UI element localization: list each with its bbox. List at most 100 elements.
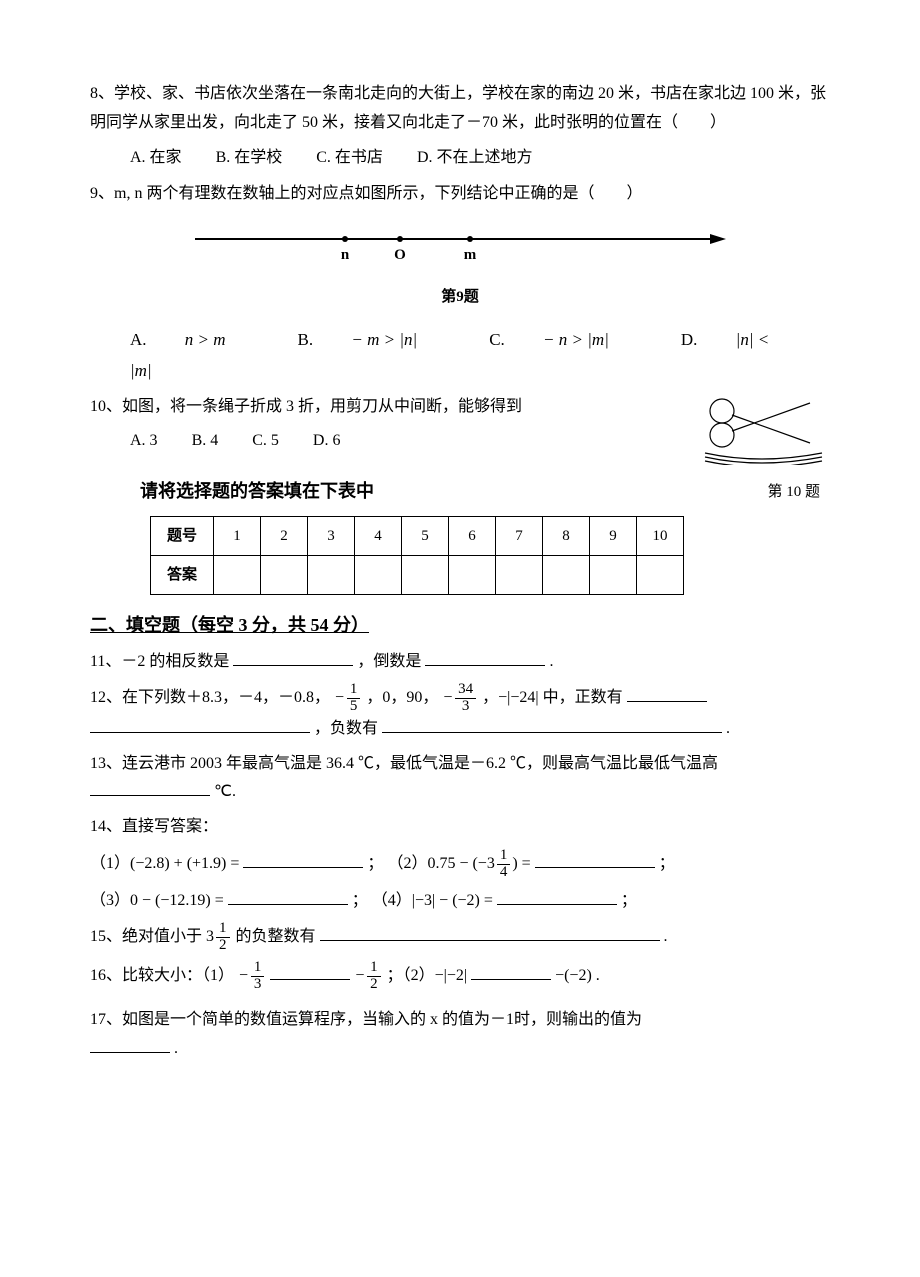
q8-options: A. 在家 B. 在学校 C. 在书店 D. 不在上述地方 (90, 144, 830, 173)
q14-4a: （4）|−3| − (−2) = (372, 892, 493, 909)
q16-b: ；（2）−|−2| (387, 967, 467, 984)
col-9: 9 (590, 517, 637, 556)
col-1: 1 (214, 517, 261, 556)
q12-blank-1b[interactable] (90, 716, 310, 733)
q16-neg2: − (354, 967, 365, 984)
q12-b: ，0，90， (366, 689, 438, 706)
q12-c: ，−|−24| 中，正数有 (482, 689, 622, 706)
q14-blank-1[interactable] (243, 851, 363, 868)
q10-text: 10、如图，将一条绳子折成 3 折，用剪刀从中间断，能够得到 (90, 393, 692, 422)
ans-9[interactable] (590, 556, 637, 595)
label-o: O (394, 247, 406, 263)
q17-blank[interactable] (90, 1036, 170, 1053)
ans-1[interactable] (214, 556, 261, 595)
col-4: 4 (355, 517, 402, 556)
ans-3[interactable] (308, 556, 355, 595)
q16-f1d: 3 (251, 977, 265, 993)
ans-7[interactable] (496, 556, 543, 595)
q9-numberline: n O m 第9题 (90, 223, 830, 311)
q14-1b: ； (367, 855, 383, 872)
q14-2fd: 4 (497, 865, 511, 881)
q9-a-lab: A. (130, 330, 151, 349)
q9-d-lab: D. (681, 330, 702, 349)
q12-neg1: − (334, 689, 345, 706)
q9-c-math: − n > |m| (543, 330, 609, 349)
q11-blank-2[interactable] (425, 649, 545, 666)
q8-text: 8、学校、家、书店依次坐落在一条南北走向的大街上，学校在家的南边 20 米，书店… (90, 80, 830, 138)
q12-d: ，负数有 (314, 720, 378, 737)
col-3: 3 (308, 517, 355, 556)
answer-table-header: 请将选择题的答案填在下表中 (140, 481, 374, 501)
col-7: 7 (496, 517, 543, 556)
q14-4b: ； (621, 892, 637, 909)
q15-c: . (664, 928, 668, 945)
q13-blank[interactable] (90, 779, 210, 796)
label-n: n (341, 247, 350, 263)
q15-a: 15、绝对值小于 3 (90, 928, 214, 945)
q8-opt-a: A. 在家 (130, 149, 182, 166)
q12-e: . (726, 720, 730, 737)
q15: 15、绝对值小于 312 的负整数有 . (90, 921, 830, 954)
q11-a: 11、－2 的相反数是 (90, 653, 229, 670)
q14-blank-3[interactable] (228, 888, 348, 905)
q16-blank-1[interactable] (270, 963, 350, 980)
q10-row: 10、如图，将一条绳子折成 3 折，用剪刀从中间断，能够得到 A. 3 B. 4… (90, 393, 830, 476)
ans-2[interactable] (261, 556, 308, 595)
q17: 17、如图是一个简单的数值运算程序，当输入的 x 的值为－1时，则输出的值为 . (90, 1006, 830, 1064)
q12-f1n: 1 (347, 682, 361, 699)
q14-line2: （3）0 − (−12.19) = ； （4）|−3| − (−2) = ； (90, 887, 830, 916)
q12-blank-2[interactable] (382, 716, 722, 733)
q11-blank-1[interactable] (233, 649, 353, 666)
q12-a: 12、在下列数＋8.3，－4，－0.8， (90, 689, 330, 706)
q15-b: 的负整数有 (236, 928, 316, 945)
q16-a: 16、比较大小：（1） (90, 967, 234, 984)
q13-b: ℃. (214, 783, 236, 800)
q11-b: ，倒数是 (357, 653, 421, 670)
ans-10[interactable] (637, 556, 684, 595)
q13: 13、连云港市 2003 年最高气温是 36.4 ℃，最低气温是－6.2 ℃，则… (90, 750, 830, 808)
q12-f2n: 34 (455, 682, 476, 699)
q12-neg2: − (442, 689, 453, 706)
q10-opt-b: B. 4 (192, 432, 219, 449)
q14-2b: ) = (512, 855, 530, 872)
col-8: 8 (543, 517, 590, 556)
q9-c-lab: C. (489, 330, 509, 349)
table-row-header: 题号 1 2 3 4 5 6 7 8 9 10 (151, 517, 684, 556)
q11-c: . (549, 653, 553, 670)
q16-c: −(−2) . (555, 967, 600, 984)
q9-caption: 第9题 (90, 284, 830, 311)
row-hdr-1: 题号 (151, 517, 214, 556)
point-n (342, 236, 348, 242)
q15-blank[interactable] (320, 924, 660, 941)
q9-options: A. n > m B. − m > |n| C. − n > |m| D. |n… (90, 325, 830, 387)
answer-table: 题号 1 2 3 4 5 6 7 8 9 10 答案 (150, 516, 684, 595)
ans-8[interactable] (543, 556, 590, 595)
q16-f1n: 1 (251, 960, 265, 977)
q10-options: A. 3 B. 4 C. 5 D. 6 (90, 427, 692, 456)
ans-5[interactable] (402, 556, 449, 595)
q14-2c: ； (659, 855, 675, 872)
q17-b: . (174, 1040, 178, 1057)
q9-b-math: − m > |n| (351, 330, 417, 349)
scissors-icon (700, 393, 830, 476)
q14-2fn: 1 (497, 848, 511, 865)
col-2: 2 (261, 517, 308, 556)
q13-a: 13、连云港市 2003 年最高气温是 36.4 ℃，最低气温是－6.2 ℃，则… (90, 755, 718, 772)
q14-3a: （3）0 − (−12.19) = (90, 892, 224, 909)
ans-4[interactable] (355, 556, 402, 595)
ans-6[interactable] (449, 556, 496, 595)
q14-3b: ； (352, 892, 368, 909)
point-m (467, 236, 473, 242)
col-5: 5 (402, 517, 449, 556)
q14-blank-4[interactable] (497, 888, 617, 905)
q14-blank-2[interactable] (535, 851, 655, 868)
q14-head: 14、直接写答案： (90, 813, 830, 842)
table-row-answers: 答案 (151, 556, 684, 595)
q14-2a: （2）0.75 − (−3 (387, 855, 494, 872)
point-o (397, 236, 403, 242)
row-hdr-2: 答案 (151, 556, 214, 595)
q10-opt-d: D. 6 (313, 432, 341, 449)
q16-blank-2[interactable] (471, 963, 551, 980)
q12-blank-1[interactable] (627, 685, 707, 702)
q8-opt-d: D. 不在上述地方 (417, 149, 533, 166)
